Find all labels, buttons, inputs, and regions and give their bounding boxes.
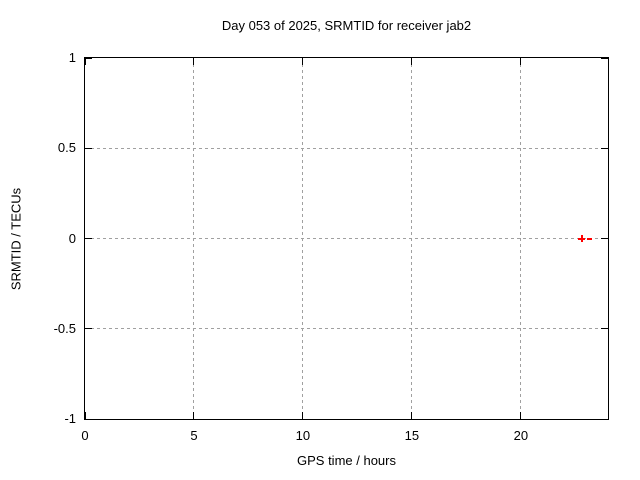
y-tick-mark [85, 57, 92, 59]
horizontal-gridline [85, 238, 608, 239]
y-tick-mark [85, 147, 92, 149]
x-tick-label: 0 [81, 428, 89, 443]
x-tick-label: 15 [404, 428, 420, 443]
x-tick-mark [520, 412, 522, 419]
y-tick-mark [601, 147, 608, 149]
y-tick-mark [601, 418, 608, 420]
chart-title: Day 053 of 2025, SRMTID for receiver jab… [221, 18, 472, 33]
y-tick-mark [601, 238, 608, 239]
y-tick-label: 0 [68, 230, 76, 246]
horizontal-gridline [85, 147, 608, 149]
y-tick-mark [85, 328, 92, 330]
y-axis-label: SRMTID / TECUs [8, 187, 24, 291]
y-tick-mark [85, 418, 92, 420]
x-tick-mark [84, 58, 86, 65]
x-tick-mark [520, 58, 522, 65]
y-tick-mark [85, 238, 92, 239]
y-tick-label: -1 [64, 411, 76, 426]
x-tick-mark [411, 412, 413, 419]
x-tick-mark [302, 58, 304, 65]
plot-area: 0 5 10 15 20 1 0.5 0 -0.5 -1 [54, 50, 609, 443]
y-tick-label: 0.5 [57, 140, 76, 156]
x-tick-label: 5 [190, 428, 198, 443]
y-tick-label: 1 [68, 50, 76, 65]
data-trailing-dash [587, 237, 592, 240]
y-tick-label: -0.5 [53, 320, 76, 336]
data-point-marker-v [580, 235, 583, 242]
x-tick-mark [302, 412, 304, 419]
x-tick-label: 10 [295, 428, 311, 443]
horizontal-gridline [85, 328, 608, 330]
y-tick-mark [601, 328, 608, 330]
x-tick-mark [193, 58, 195, 65]
x-tick-label: 20 [513, 428, 529, 443]
x-tick-mark [193, 412, 195, 419]
y-tick-mark [601, 57, 608, 59]
x-axis-label: GPS time / hours [297, 453, 396, 468]
x-tick-mark [84, 412, 86, 419]
x-tick-mark [411, 58, 413, 65]
